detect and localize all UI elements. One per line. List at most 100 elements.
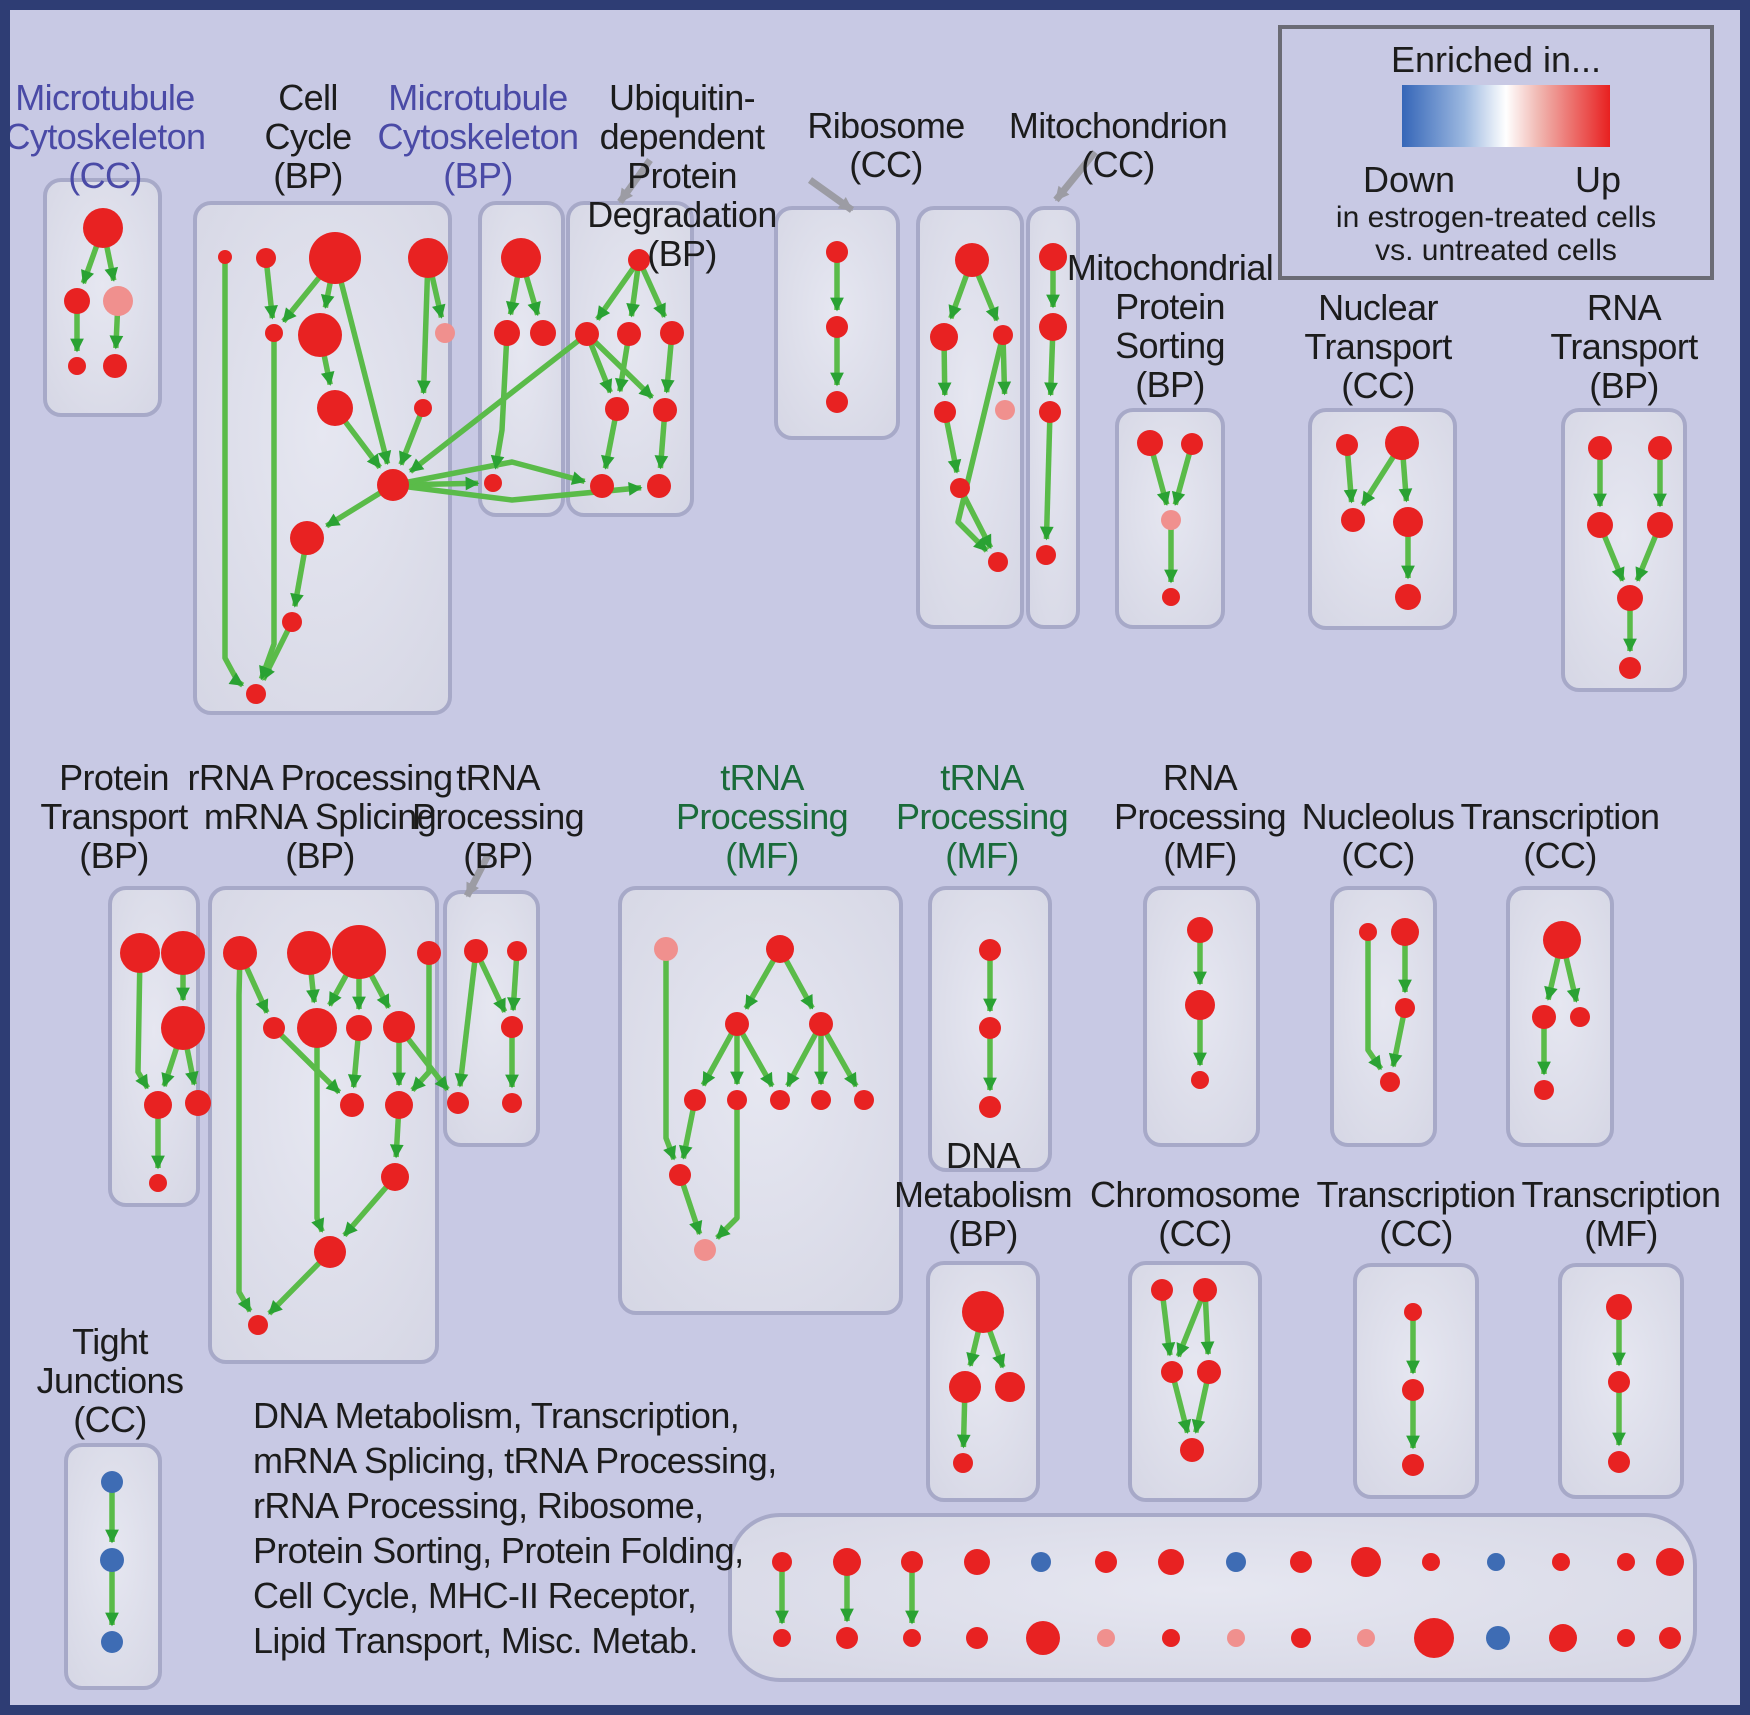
go-term-node-l1	[223, 936, 257, 970]
label-cell-cycle-bp-line: Cycle	[264, 116, 352, 157]
go-term-node-d1	[628, 249, 650, 271]
go-term-node-b4	[408, 238, 448, 278]
go-term-node-n5	[684, 1089, 706, 1111]
go-term-node-d6	[653, 398, 677, 422]
label-chromosome-cc-line: Chromosome	[1089, 1174, 1301, 1215]
label-chromosome-cc-line: (CC)	[1158, 1213, 1232, 1254]
label-rna-processing-mf-line: (MF)	[1163, 835, 1237, 876]
go-term-node-q1	[1359, 923, 1377, 941]
shared-clusters-line: mRNA Splicing, tRNA Processing,	[253, 1440, 777, 1481]
label-tight-junctions-cc-line: Junctions	[36, 1360, 184, 1401]
go-term-node-f5	[995, 400, 1015, 420]
label-nuclear-transport-cc-line: (CC)	[1341, 365, 1415, 406]
edge-q1-q4	[1365, 932, 1384, 1071]
label-dna-metabolism-bp-line: (BP)	[948, 1213, 1018, 1254]
edge-b9-b10	[398, 407, 426, 466]
edge-l4-l10	[410, 953, 432, 1093]
legend-down-label: Down	[1362, 159, 1456, 200]
go-term-node-l12	[314, 1236, 346, 1268]
go-term-node-c3	[530, 320, 556, 346]
go-term-node-z11b	[1414, 1618, 1454, 1658]
go-term-node-h1	[1137, 430, 1163, 456]
label-trna-processing-mf-2-line: tRNA	[940, 757, 1024, 798]
go-term-node-l4	[417, 941, 441, 965]
go-term-node-q4	[1380, 1072, 1400, 1092]
go-term-node-k4	[144, 1091, 172, 1119]
go-term-node-z10b	[1357, 1629, 1375, 1647]
color-scale-gradient-bar	[1402, 85, 1610, 147]
edge-f3-f7	[955, 334, 1006, 553]
label-protein-transport-bp: Protein Transport (BP)	[10, 758, 344, 876]
go-term-node-d3	[617, 322, 641, 346]
go-term-node-z15b	[1659, 1627, 1681, 1649]
pointer-ubiquitin-left-arrow-icon	[617, 157, 653, 205]
label-nucleolus-cc-line: Nucleolus	[1301, 796, 1455, 837]
go-term-node-l6	[297, 1008, 337, 1048]
label-rna-transport-bp: RNA Transport (BP)	[1394, 288, 1740, 405]
go-term-node-z13b	[1549, 1624, 1577, 1652]
label-cell-cycle-bp: Cell Cycle (BP)	[78, 78, 538, 195]
go-term-node-d4	[660, 321, 684, 345]
edge-b3-b10	[332, 257, 392, 466]
label-microtubule-cytoskeleton-bp: Microtubule Cytoskeleton (BP)	[248, 78, 708, 195]
go-term-node-b7	[435, 323, 455, 343]
go-term-node-w3	[101, 1631, 123, 1653]
label-ubiquitin-degradation-bp-line: Degradation	[587, 194, 777, 235]
go-term-node-n6	[727, 1090, 747, 1110]
box-shared-terms	[728, 1513, 1697, 1682]
box-chromosome	[1128, 1261, 1262, 1502]
go-term-node-z3t	[901, 1551, 923, 1573]
label-trna-processing-bp-line: Processing	[411, 796, 585, 837]
go-term-node-f1	[955, 243, 989, 277]
go-term-node-k1	[120, 933, 160, 973]
label-transcription-mf: Transcription (MF)	[1391, 1175, 1740, 1253]
box-nucleolus	[1330, 886, 1437, 1147]
label-dna-metabolism-bp-line: Metabolism	[893, 1174, 1073, 1215]
box-rna-transport	[1561, 408, 1687, 692]
label-tight-junctions-cc-line: Tight	[72, 1321, 148, 1362]
go-term-node-l10	[385, 1091, 413, 1119]
go-term-node-b10	[377, 469, 409, 501]
go-term-node-z9t	[1290, 1551, 1312, 1573]
label-trna-processing-mf-1-line: tRNA	[720, 757, 804, 798]
go-term-node-c4	[484, 474, 502, 492]
label-mitochondrial-protein-sorting-bp-line: Protein	[1115, 286, 1225, 327]
go-term-node-v3	[1608, 1451, 1630, 1473]
label-trna-processing-bp-line: tRNA	[456, 757, 540, 798]
shared-clusters-line: DNA Metabolism, Transcription,	[253, 1395, 740, 1436]
go-term-node-r3	[1570, 1007, 1590, 1027]
go-term-node-c1	[501, 238, 541, 278]
go-term-node-n9	[854, 1090, 874, 1110]
label-dna-metabolism-bp-line: DNA	[945, 1135, 1021, 1176]
go-term-node-s3	[995, 1372, 1025, 1402]
label-mitochondrial-protein-sorting-bp-line: Mitochondrial	[1066, 247, 1274, 288]
go-term-node-u1	[1404, 1303, 1422, 1321]
label-microtubule-cytoskeleton-cc-line: (CC)	[68, 155, 142, 196]
go-term-node-r4	[1534, 1080, 1554, 1100]
go-term-node-t1	[1151, 1279, 1173, 1301]
go-term-node-o1	[979, 939, 1001, 961]
go-term-node-t3	[1161, 1361, 1183, 1383]
label-tight-junctions-cc: Tight Junctions (CC)	[10, 1321, 340, 1439]
go-term-node-i4	[1393, 507, 1423, 537]
go-term-node-z5t	[1031, 1552, 1051, 1572]
label-mitochondrion-cc: Mitochondrion (CC)	[888, 106, 1348, 184]
label-ubiquitin-degradation-bp-line: dependent	[599, 116, 765, 157]
go-term-node-l8	[383, 1011, 415, 1043]
label-ubiquitin-degradation-bp: Ubiquitin-dependent Protein Degradation (BP…	[452, 78, 912, 273]
go-term-node-z12t	[1487, 1553, 1505, 1571]
label-mitochondrial-protein-sorting-bp-line: (BP)	[1135, 364, 1205, 405]
go-term-node-j2	[1648, 436, 1672, 460]
label-protein-transport-bp-line: (BP)	[79, 835, 149, 876]
go-term-node-b6	[298, 313, 342, 357]
go-term-node-i1	[1336, 434, 1358, 456]
legend-up-label: Up	[1574, 159, 1622, 200]
go-term-node-f2	[930, 323, 958, 351]
go-term-node-k6	[149, 1174, 167, 1192]
go-term-node-u2	[1402, 1379, 1424, 1401]
go-term-node-v2	[1608, 1371, 1630, 1393]
go-term-node-l9	[340, 1093, 364, 1117]
label-protein-transport-bp-line: Transport	[40, 796, 188, 837]
go-term-node-p2	[1185, 990, 1215, 1020]
go-term-node-l13	[248, 1315, 268, 1335]
